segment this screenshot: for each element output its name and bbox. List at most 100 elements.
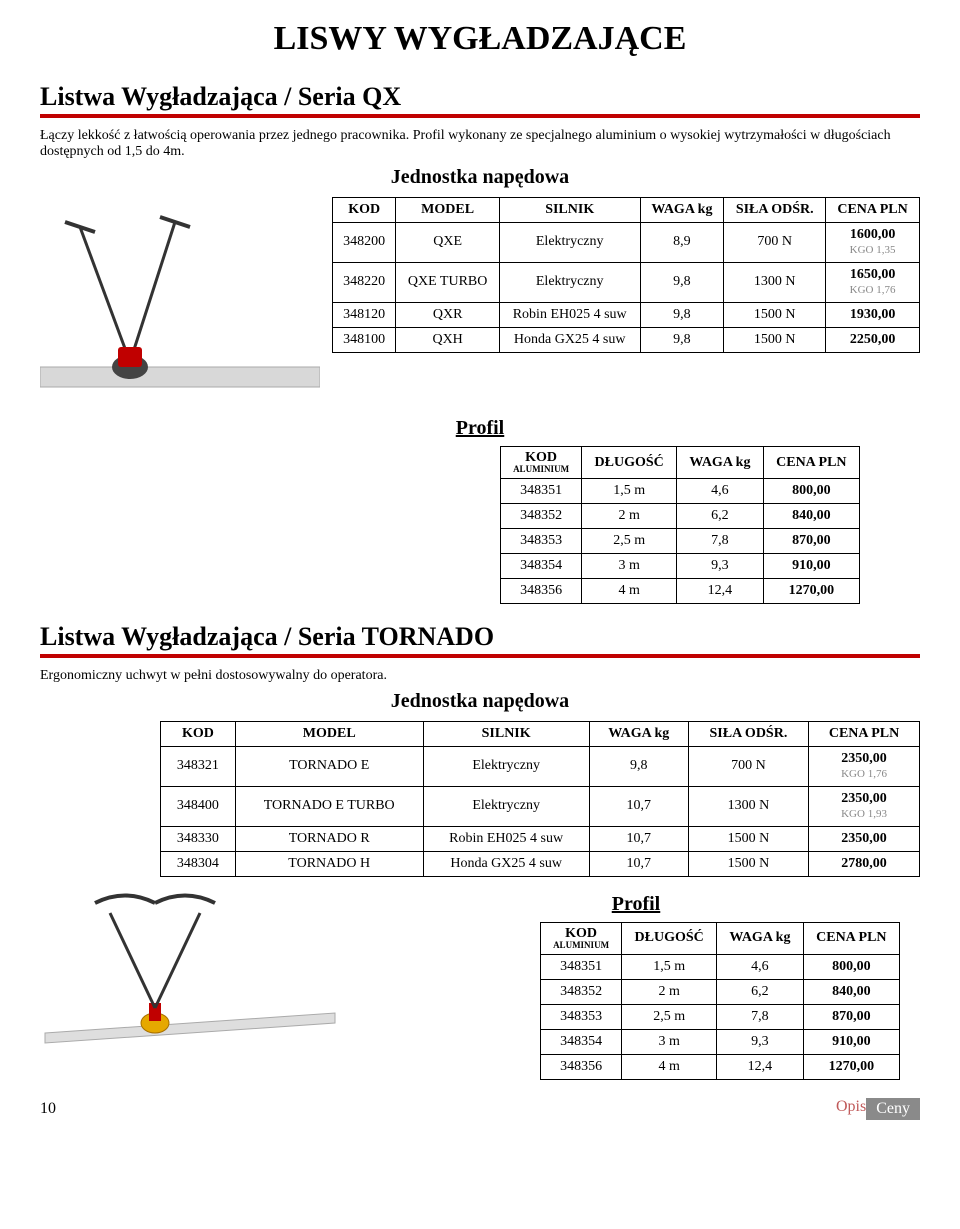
cell-cena: 2350,00 bbox=[809, 826, 920, 851]
cell-cena: 2780,00 bbox=[809, 851, 920, 876]
table-row: 3483522 m6,2840,00 bbox=[501, 504, 860, 529]
cell-waga: 4,6 bbox=[717, 954, 803, 979]
cell-dlug: 2,5 m bbox=[582, 529, 677, 554]
qx-heading: Listwa Wygładzająca / Seria QX bbox=[40, 82, 920, 112]
cell-cena: 1600,00KGO 1,35 bbox=[826, 223, 920, 263]
table-header-row: KODALUMINIUM DŁUGOŚĆ WAGA kg CENA PLN bbox=[501, 447, 860, 479]
table-row: 348400TORNADO E TURBOElektryczny10,71300… bbox=[161, 786, 920, 826]
cell-kod: 348120 bbox=[333, 302, 396, 327]
table-header-row: KODALUMINIUM DŁUGOŚĆ WAGA kg CENA PLN bbox=[541, 922, 900, 954]
cell-dlug: 3 m bbox=[622, 1029, 717, 1054]
cell-cena: 910,00 bbox=[803, 1029, 899, 1054]
th-silnik: SILNIK bbox=[499, 198, 640, 223]
th-cena: CENA PLN bbox=[803, 922, 899, 954]
table-row: 3483522 m6,2840,00 bbox=[541, 979, 900, 1004]
cell-waga: 10,7 bbox=[589, 826, 688, 851]
table-row: 348120QXRRobin EH025 4 suw9,81500 N1930,… bbox=[333, 302, 920, 327]
cell-dlug: 3 m bbox=[582, 554, 677, 579]
cell-model: QXE bbox=[396, 223, 500, 263]
cell-sila: 1500 N bbox=[688, 851, 808, 876]
cell-kod: 348400 bbox=[161, 786, 236, 826]
cell-dlug: 2 m bbox=[622, 979, 717, 1004]
cell-silnik: Robin EH025 4 suw bbox=[499, 302, 640, 327]
tornado-jednostka-title: Jednostka napędowa bbox=[40, 690, 920, 713]
cell-sila: 1300 N bbox=[688, 786, 808, 826]
th-dlugosc: DŁUGOŚĆ bbox=[582, 447, 677, 479]
table-row: 348200QXEElektryczny8,9700 N1600,00KGO 1… bbox=[333, 223, 920, 263]
cell-silnik: Robin EH025 4 suw bbox=[423, 826, 589, 851]
qx-red-rule bbox=[40, 114, 920, 118]
table-row: 3483511,5 m4,6800,00 bbox=[501, 479, 860, 504]
cell-kod: 348351 bbox=[501, 479, 582, 504]
cell-silnik: Elektryczny bbox=[499, 262, 640, 302]
cell-cena: 1270,00 bbox=[763, 579, 859, 604]
cell-silnik: Honda GX25 4 suw bbox=[423, 851, 589, 876]
cell-kod: 348354 bbox=[541, 1029, 622, 1054]
qx-profil-table: KODALUMINIUM DŁUGOŚĆ WAGA kg CENA PLN 34… bbox=[500, 446, 860, 604]
table-row: 348330TORNADO RRobin EH025 4 suw10,71500… bbox=[161, 826, 920, 851]
th-dlugosc: DŁUGOŚĆ bbox=[622, 922, 717, 954]
page-number: 10 bbox=[40, 1100, 56, 1118]
cell-waga: 12,4 bbox=[677, 579, 763, 604]
cell-kod: 348330 bbox=[161, 826, 236, 851]
cell-dlug: 2 m bbox=[582, 504, 677, 529]
cell-kod: 348354 bbox=[501, 554, 582, 579]
table-row: 348100QXHHonda GX25 4 suw9,81500 N2250,0… bbox=[333, 327, 920, 352]
cell-kod: 348321 bbox=[161, 747, 236, 787]
tornado-profil-title: Profil bbox=[352, 893, 920, 916]
cell-cena: 870,00 bbox=[763, 529, 859, 554]
cell-kod: 348353 bbox=[501, 529, 582, 554]
cell-dlug: 4 m bbox=[582, 579, 677, 604]
cell-cena: 1270,00 bbox=[803, 1054, 899, 1079]
cell-waga: 10,7 bbox=[589, 851, 688, 876]
page-title: LISWY WYGŁADZAJĄCE bbox=[40, 20, 920, 58]
cell-cena: 870,00 bbox=[803, 1004, 899, 1029]
th-cena: CENA PLN bbox=[763, 447, 859, 479]
qx-profil-title: Profil bbox=[40, 417, 920, 440]
th-waga: WAGA kg bbox=[717, 922, 803, 954]
tornado-heading: Listwa Wygładzająca / Seria TORNADO bbox=[40, 622, 920, 652]
table-row: 3483532,5 m7,8870,00 bbox=[501, 529, 860, 554]
cell-waga: 7,8 bbox=[677, 529, 763, 554]
cell-waga: 12,4 bbox=[717, 1054, 803, 1079]
th-kod: KODALUMINIUM bbox=[541, 922, 622, 954]
cell-model: TORNADO R bbox=[235, 826, 423, 851]
cell-dlug: 2,5 m bbox=[622, 1004, 717, 1029]
th-silnik: SILNIK bbox=[423, 722, 589, 747]
th-waga: WAGA kg bbox=[589, 722, 688, 747]
th-kod: KOD bbox=[161, 722, 236, 747]
table-row: 348304TORNADO HHonda GX25 4 suw10,71500 … bbox=[161, 851, 920, 876]
cell-kod: 348352 bbox=[541, 979, 622, 1004]
cell-sila: 1500 N bbox=[724, 302, 826, 327]
table-row: 3483564 m12,41270,00 bbox=[541, 1054, 900, 1079]
cell-cena: 800,00 bbox=[803, 954, 899, 979]
tornado-description: Ergonomiczny uchwyt w pełni dostosowywal… bbox=[40, 668, 920, 684]
table-row: 3483543 m9,3910,00 bbox=[501, 554, 860, 579]
cell-cena: 800,00 bbox=[763, 479, 859, 504]
cell-dlug: 1,5 m bbox=[622, 954, 717, 979]
cell-waga: 8,9 bbox=[640, 223, 724, 263]
th-cena: CENA PLN bbox=[826, 198, 920, 223]
th-waga: WAGA kg bbox=[677, 447, 763, 479]
cell-cena: 840,00 bbox=[803, 979, 899, 1004]
cell-cena: 2350,00KGO 1,93 bbox=[809, 786, 920, 826]
cell-kod: 348220 bbox=[333, 262, 396, 302]
cell-silnik: Elektryczny bbox=[423, 747, 589, 787]
page-footer: 10 Opis Ceny bbox=[40, 1098, 920, 1120]
cell-kod: 348352 bbox=[501, 504, 582, 529]
cell-waga: 9,8 bbox=[640, 262, 724, 302]
th-sila: SIŁA ODŚR. bbox=[688, 722, 808, 747]
cell-waga: 9,8 bbox=[589, 747, 688, 787]
cell-waga: 7,8 bbox=[717, 1004, 803, 1029]
th-sila: SIŁA ODŚR. bbox=[724, 198, 826, 223]
cell-silnik: Elektryczny bbox=[499, 223, 640, 263]
cell-waga: 4,6 bbox=[677, 479, 763, 504]
cell-waga: 6,2 bbox=[677, 504, 763, 529]
cell-kod: 348356 bbox=[501, 579, 582, 604]
cell-kod: 348304 bbox=[161, 851, 236, 876]
cell-sila: 700 N bbox=[688, 747, 808, 787]
tornado-product-image bbox=[40, 883, 340, 1053]
cell-kod: 348100 bbox=[333, 327, 396, 352]
cell-model: TORNADO E TURBO bbox=[235, 786, 423, 826]
qx-jednostka-title: Jednostka napędowa bbox=[40, 166, 920, 189]
